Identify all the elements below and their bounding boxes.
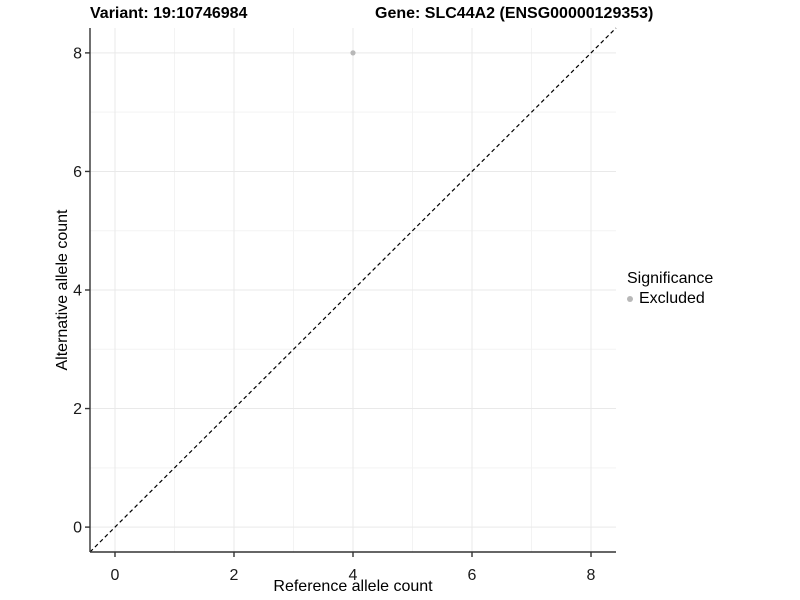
x-tick-label: 2 <box>230 567 239 584</box>
legend: Significance Excluded <box>627 270 713 308</box>
y-tick-label: 6 <box>73 164 82 181</box>
x-tick-label: 0 <box>111 567 120 584</box>
y-axis-title: Alternative allele count <box>54 209 71 371</box>
legend-item-excluded: Excluded <box>627 290 713 308</box>
y-tick-label: 2 <box>73 401 82 418</box>
legend-item-label: Excluded <box>639 290 705 307</box>
legend-title: Significance <box>627 270 714 287</box>
x-tick-label: 8 <box>587 567 596 584</box>
y-tick-label: 0 <box>73 520 82 537</box>
x-tick-label: 4 <box>349 567 358 584</box>
plot-title-variant: Variant: 19:10746984 <box>90 5 248 22</box>
x-tick-label: 6 <box>468 567 477 584</box>
plot-title-gene: Gene: SLC44A2 (ENSG00000129353) <box>375 5 654 22</box>
legend-point-icon <box>627 296 633 302</box>
x-axis-title: Reference allele count <box>273 578 433 595</box>
identity-dashed-line <box>89 27 617 553</box>
y-tick-label: 8 <box>73 45 82 62</box>
y-tick-label: 4 <box>73 283 82 300</box>
data-point <box>350 50 356 56</box>
